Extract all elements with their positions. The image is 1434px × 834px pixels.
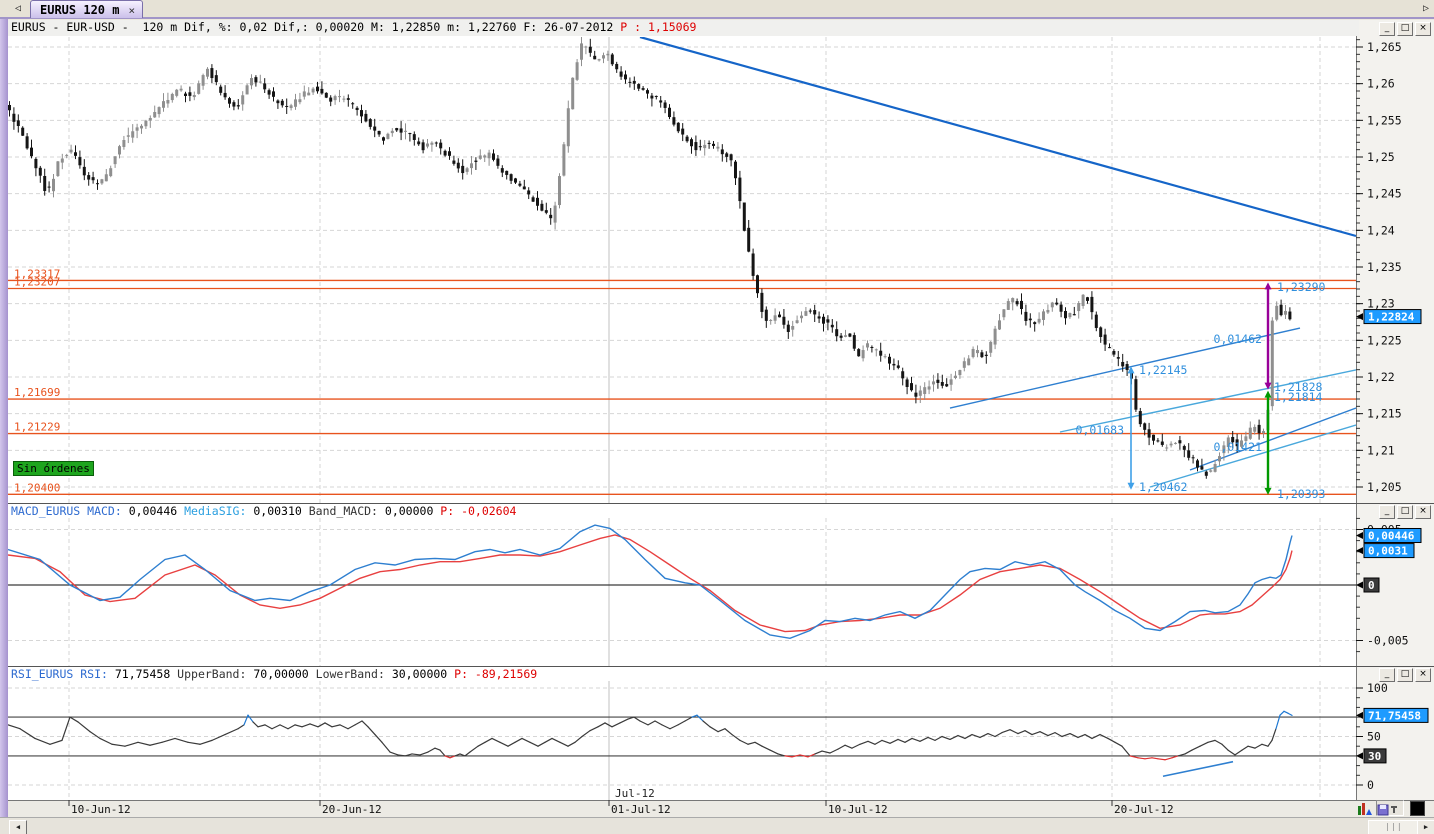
scroll-left-button[interactable]: ◀ [9,820,27,834]
minimize-button[interactable]: _ [1379,505,1395,519]
header-segment: P: -0,02604 [440,504,517,518]
header-segment: EURUS - EUR-USD - 120 m Dif, %: 0,02 Dif… [11,20,621,34]
macd-panel-title: MACD_EURUS MACD: 0,00446 MediaSIG: 0,003… [11,504,516,518]
date-label: 20-Jun-12 [322,803,382,816]
macd-panel-window-buttons: _ □ × [1379,505,1431,519]
close-button[interactable]: × [1415,668,1431,682]
header-segment: 30,00000 [391,667,455,681]
rsi-panel-window-buttons: _ □ × [1379,668,1431,682]
header-segment: 0,00000 [384,504,441,518]
rsi-panel-header: RSI_EURUS RSI: 71,75458 UpperBand: 70,00… [8,666,1356,681]
scroll-right-button[interactable]: ▶ [1417,820,1434,834]
red-bar-icon [1362,803,1365,815]
close-button[interactable]: × [1415,505,1431,519]
minimize-button[interactable]: _ [1379,668,1395,682]
header-segment: 71,75458 [114,667,178,681]
tab-bar: ◁ EURUS 120 m × ▷ [0,0,1434,19]
header-segment: UpperBand: [177,667,254,681]
horizontal-scrollbar[interactable]: ◀ ||| ▶ [0,817,1434,834]
chart-tab[interactable]: EURUS 120 m × [30,0,144,18]
maximize-button[interactable]: □ [1397,22,1413,36]
header-segment: 0,00446 [128,504,185,518]
close-button[interactable]: × [1415,22,1431,36]
header-segment: RSI_EURUS RSI: [11,667,115,681]
chart-plot-area[interactable] [8,20,1356,800]
header-segment: Band_MACD: [308,504,385,518]
date-label: 10-Jun-12 [71,803,131,816]
scrollbar-thumb[interactable]: ||| [1368,820,1420,834]
macd-panel-header: MACD_EURUS MACD: 0,00446 MediaSIG: 0,003… [8,503,1356,518]
tab-scroll-right-button[interactable]: ▷ [1422,3,1430,14]
pin-head-icon [1391,806,1397,808]
window-left-border [0,19,8,817]
header-segment: MediaSIG: [184,504,254,518]
header-segment: LowerBand: [315,667,392,681]
maximize-button[interactable]: □ [1397,668,1413,682]
rsi-panel-title: RSI_EURUS RSI: 71,75458 UpperBand: 70,00… [11,667,537,681]
header-segment: P: -89,21569 [454,667,538,681]
header-segment: MACD_EURUS MACD: [11,504,129,518]
price-panel-header: EURUS - EUR-USD - 120 m Dif, %: 0,02 Dif… [8,20,1359,36]
blue-arrow-icon [1366,809,1372,815]
black-square-button[interactable] [1410,801,1425,816]
refresh-chart-button[interactable] [1357,801,1372,815]
no-orders-badge: Sin órdenes [13,461,94,476]
price-panel-window-buttons: _ □ × [1379,22,1431,36]
date-label: 20-Jul-12 [1114,803,1174,816]
price-axis-strip[interactable] [1356,20,1434,800]
date-label: 10-Jul-12 [828,803,888,816]
minimize-button[interactable]: _ [1379,22,1395,36]
tab-scroll-left-button[interactable]: ◁ [14,3,22,14]
chart-tab-label: EURUS 120 m [40,3,120,17]
price-panel-title: EURUS - EUR-USD - 120 m Dif, %: 0,02 Dif… [11,20,696,34]
green-bar-icon [1358,806,1361,815]
header-segment: 0,00310 [253,504,309,518]
pin-icon [1393,806,1395,813]
date-label: 01-Jul-12 [611,803,671,816]
maximize-button[interactable]: □ [1397,505,1413,519]
tab-close-icon[interactable]: × [128,3,136,17]
save-workspace-button[interactable] [1376,800,1404,816]
time-axis-row: 10-Jun-12 20-Jun-12 01-Jul-12 10-Jul-12 20-J… [0,800,1434,817]
floppy-label-icon [1380,805,1386,809]
header-segment: 70,00000 [253,667,316,681]
header-segment: P : 1,15069 [620,20,697,34]
